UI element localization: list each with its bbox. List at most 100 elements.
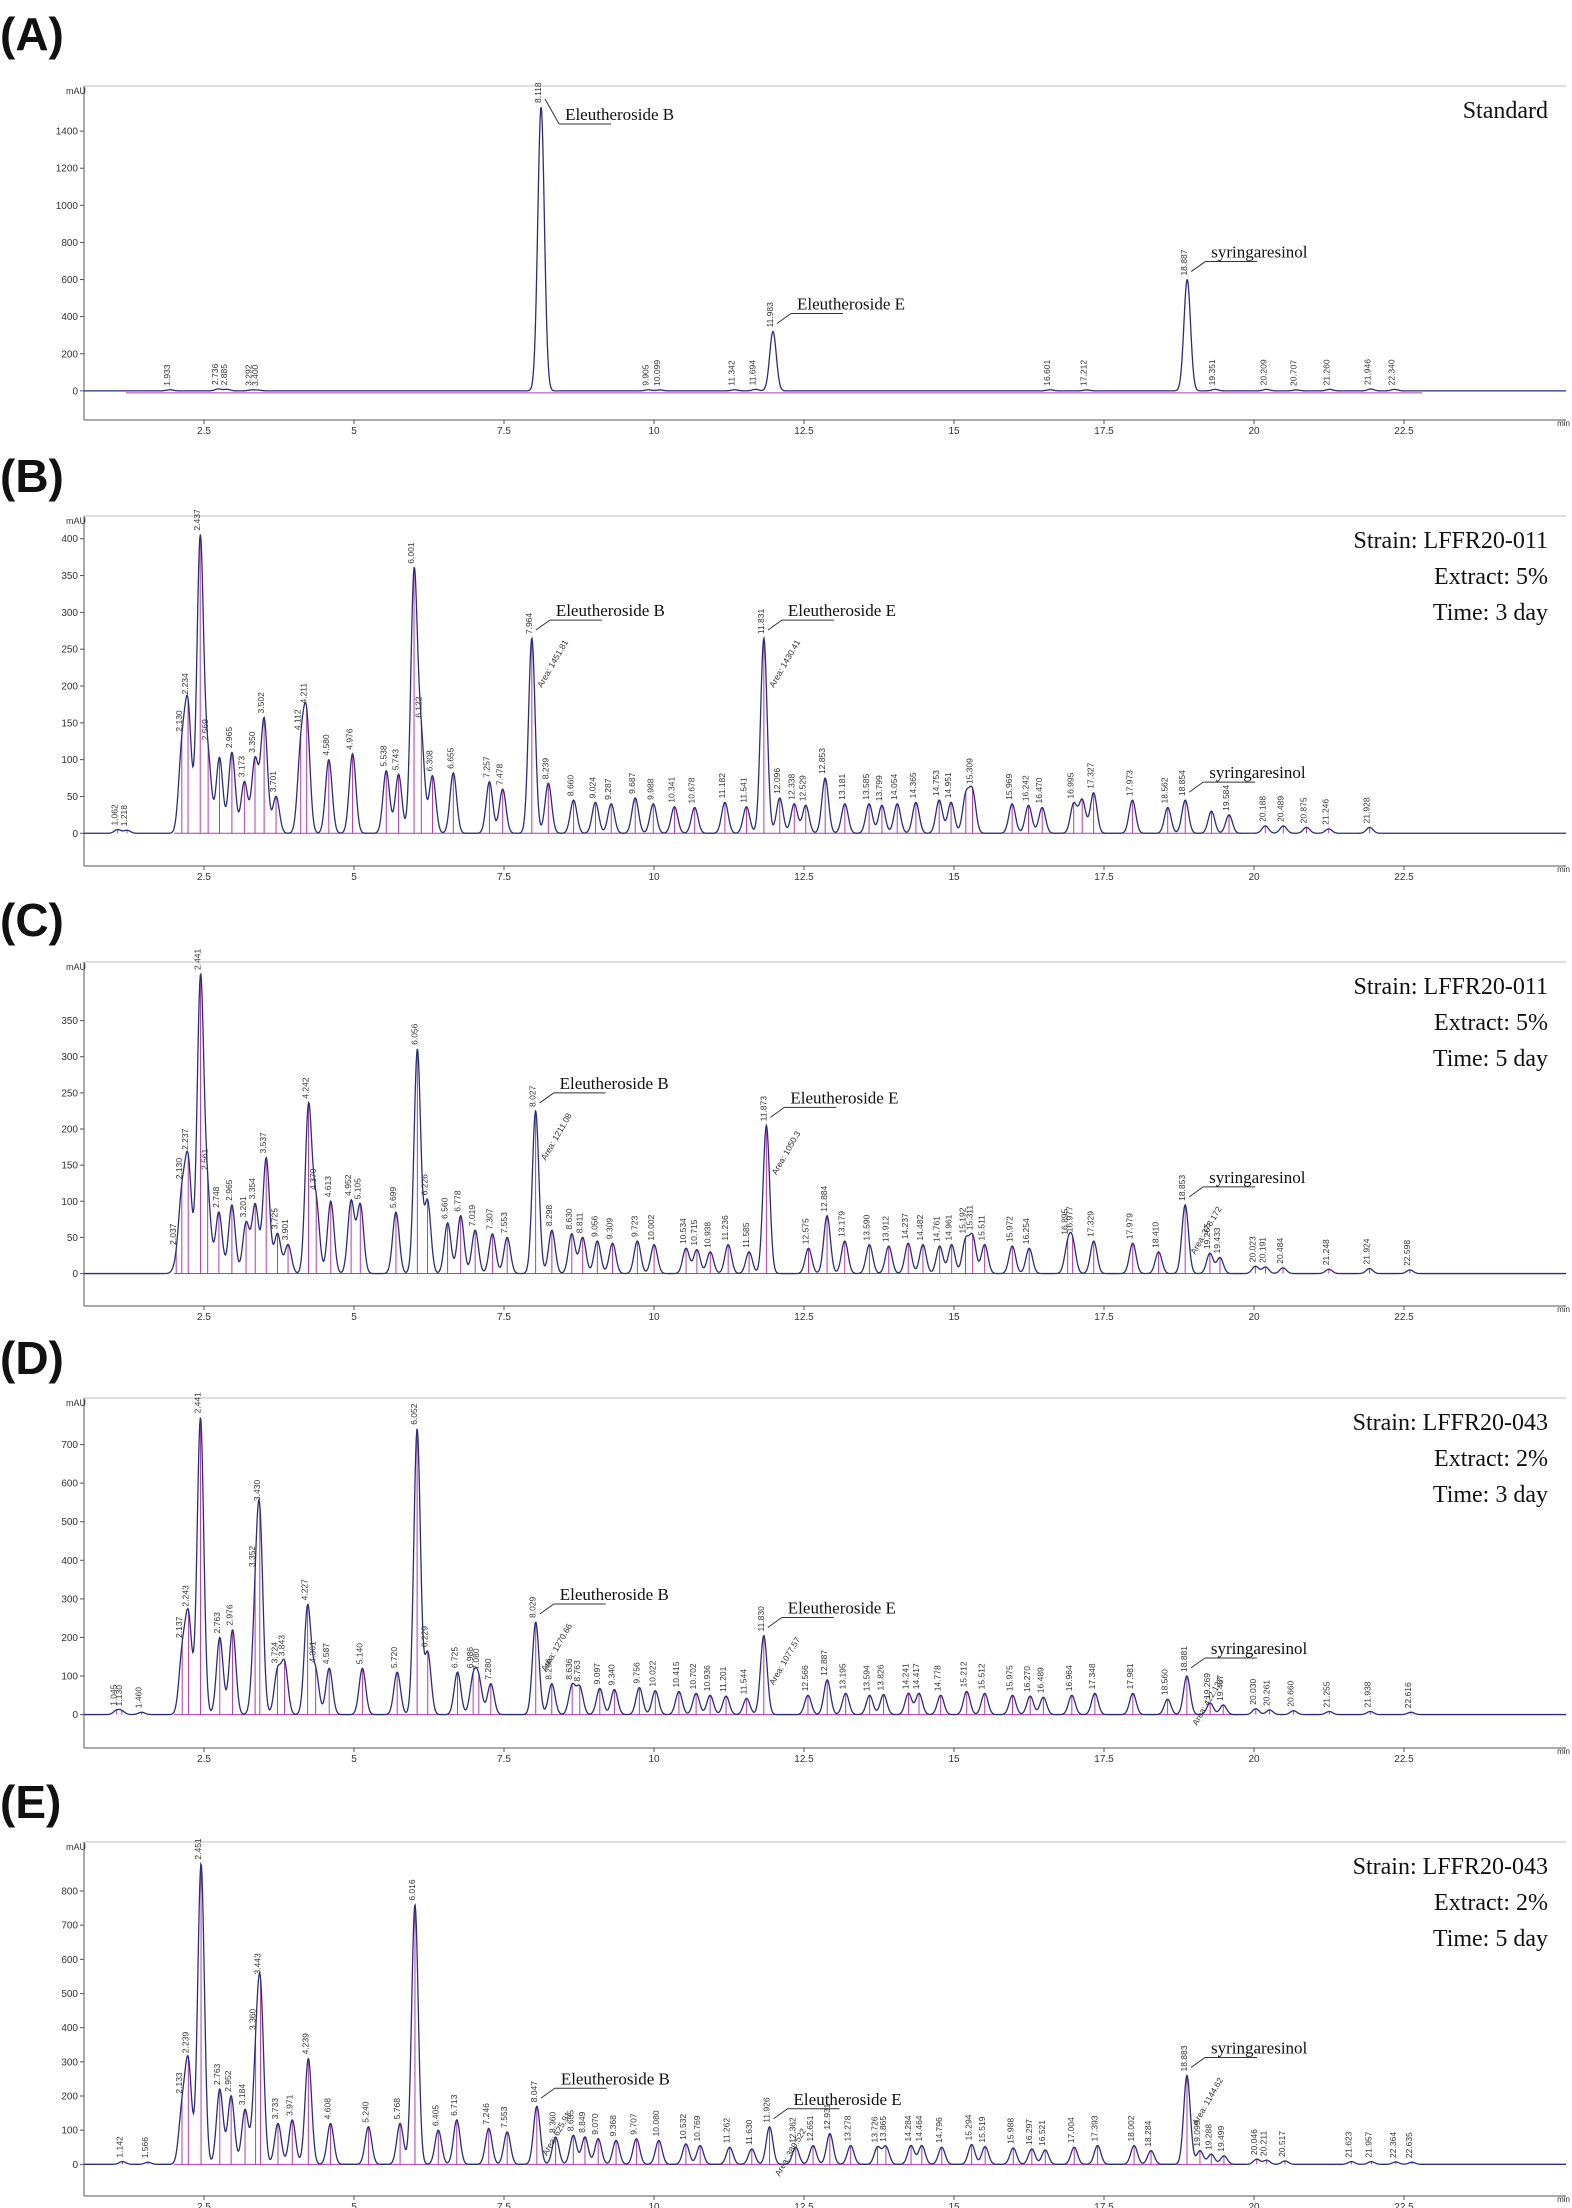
peak-rt-label: 11.541: [738, 777, 748, 803]
peak-rt-label: 4.608: [322, 2098, 332, 2120]
peak-rt-label: 10.936: [702, 1665, 712, 1691]
x-tick-label: 20: [1248, 1312, 1260, 1323]
peak-rt-label: 20.023: [1247, 1236, 1257, 1262]
x-tick-label: 15: [948, 426, 960, 437]
peak-rt-label: 2.952: [223, 2070, 233, 2092]
peak-rt-label: 7.553: [499, 1212, 509, 1234]
annotation-syringaresinol: syringaresinol: [1188, 763, 1306, 793]
peak-rt-label: 20.209: [1259, 359, 1269, 385]
annotation-leader: [540, 2087, 556, 2099]
peak-rt-label: 12.575: [801, 1218, 811, 1244]
peak-area-label: Area: 1144.62: [1190, 2076, 1225, 2127]
x-tick-label: 10: [648, 1312, 660, 1323]
x-tick-label: 22.5: [1394, 426, 1414, 437]
peak-rt-label: 9.723: [629, 1215, 639, 1237]
x-tick-label: 22.5: [1394, 872, 1414, 883]
peak-rt-label: 14.365: [908, 772, 918, 798]
peak-rt-label: 11.831: [756, 608, 766, 634]
peak-rt-label: 11.983: [765, 302, 775, 328]
y-tick-label: 200: [61, 349, 78, 360]
peak-rt-label: 22.616: [1403, 1682, 1413, 1708]
peak-rt-label: 6.778: [453, 1190, 463, 1212]
peak-rt-label: 3.173: [236, 756, 246, 778]
annotation-eleutheroside-b: Eleutheroside B Area: 1211.08: [539, 1074, 669, 1162]
peak-rt-label: 2.133: [174, 2072, 184, 2094]
peak-rt-label: 3.901: [280, 1219, 290, 1241]
peak-rt-label: 11.342: [727, 360, 737, 386]
y-tick-label: 0: [72, 386, 78, 397]
peak-rt-label: 12.931: [822, 2103, 832, 2129]
y-tick-label: 1400: [56, 127, 79, 138]
peak-rt-label: 12.566: [800, 1665, 810, 1691]
peak-rt-label: 8.630: [564, 1208, 574, 1230]
peak-rt-label: 18.562: [1160, 777, 1170, 803]
peak-rt-label: 21.260: [1322, 359, 1332, 385]
x-tick-label: 5: [351, 1312, 357, 1323]
peak-rt-label: 8.029: [528, 1596, 538, 1618]
sample-info-line: Strain: LFFR20-011: [1354, 528, 1548, 554]
peak-rt-label: 14.417: [911, 1663, 921, 1689]
annotation-eleutheroside-b: Eleutheroside B Area: 1451.81: [535, 601, 665, 689]
peak-rt-label: 5.140: [354, 1643, 364, 1665]
peak-rt-label: 16.489: [1035, 1667, 1045, 1693]
peak-rt-label: 13.912: [881, 1216, 891, 1242]
peak-rt-label: 2.885: [219, 364, 229, 386]
x-tick-label: 5: [351, 1754, 357, 1765]
x-tick-label: 5: [351, 2202, 357, 2208]
peak-rt-label: 4.361: [308, 1641, 318, 1663]
peak-rt-label: 10.080: [651, 2110, 661, 2136]
peak-rt-label: 11.830: [756, 1606, 766, 1632]
peak-rt-label: 2.441: [192, 1392, 202, 1414]
peak-rt-label: 19.099: [1192, 2120, 1202, 2146]
sample-info-line: Strain: LFFR20-043: [1353, 1410, 1548, 1436]
compound-label: Eleutheroside E: [788, 1599, 896, 1618]
sample-info-line: Extract: 5%: [1434, 564, 1548, 590]
peak-rt-label: 3.971: [284, 2094, 294, 2116]
x-unit-label: min: [1557, 1747, 1570, 1756]
annotation-eleutheroside-e: Eleutheroside E Area: 1430.41: [767, 601, 896, 689]
y-tick-label: 800: [61, 1887, 78, 1898]
annotation-leader: [1188, 781, 1204, 793]
peak-rt-label: 11.182: [717, 773, 727, 799]
y-tick-label: 300: [61, 608, 78, 619]
peak-rt-label: 13.594: [862, 1665, 872, 1691]
peak-rt-label: 11.201: [718, 1666, 728, 1692]
x-tick-label: 10: [648, 426, 660, 437]
peak-rt-label: 5.743: [391, 749, 401, 771]
y-tick-label: 400: [61, 312, 78, 323]
peak-rt-label: 15.988: [1005, 2118, 1015, 2144]
peak-rt-label: 3.201: [238, 1196, 248, 1218]
peak-rt-label: 15.975: [1005, 1665, 1015, 1691]
peak-rt-label: 18.284: [1143, 2120, 1153, 2146]
peak-rt-label: 21.623: [1343, 2131, 1353, 2157]
peak-rt-label: 17.212: [1079, 360, 1089, 386]
peak-rt-label: 12.884: [819, 1185, 829, 1211]
peak-rt-label: 3.350: [247, 731, 257, 753]
panel-label: (E): [0, 1776, 61, 1828]
x-tick-label: 17.5: [1094, 426, 1114, 437]
y-unit-label: mAU: [66, 1842, 86, 1852]
compound-label: Eleutheroside E: [788, 601, 896, 620]
x-unit-label: min: [1557, 419, 1570, 428]
peak-rt-label: 16.242: [1021, 775, 1031, 801]
peak-rt-label: 9.905: [640, 364, 650, 386]
x-tick-label: 17.5: [1094, 1312, 1114, 1323]
y-unit-label: mAU: [66, 1398, 86, 1408]
y-tick-label: 250: [61, 1088, 78, 1099]
x-tick-label: 2.5: [197, 426, 211, 437]
peak-rt-label: 8.660: [566, 775, 576, 797]
integration-marks: [116, 1417, 1412, 1716]
peak-rt-label: 4.227: [300, 1579, 310, 1601]
peak-rt-label: 20.211: [1259, 2131, 1269, 2157]
peak-rt-label: 2.243: [181, 1585, 191, 1607]
peak-rt-label: 2.237: [180, 1128, 190, 1150]
peak-rt-label: 1.218: [119, 805, 129, 827]
peak-area-label: Area: 1430.41: [767, 638, 802, 689]
y-tick-label: 200: [61, 1125, 78, 1136]
peak-area-label: Area: 1077.57: [767, 1635, 802, 1686]
y-tick-label: 700: [61, 1921, 78, 1932]
compound-label: Eleutheroside B: [556, 601, 665, 620]
compound-label: syringaresinol: [1209, 1168, 1306, 1187]
y-tick-label: 300: [61, 1594, 78, 1605]
integration-marks: [117, 534, 1371, 834]
